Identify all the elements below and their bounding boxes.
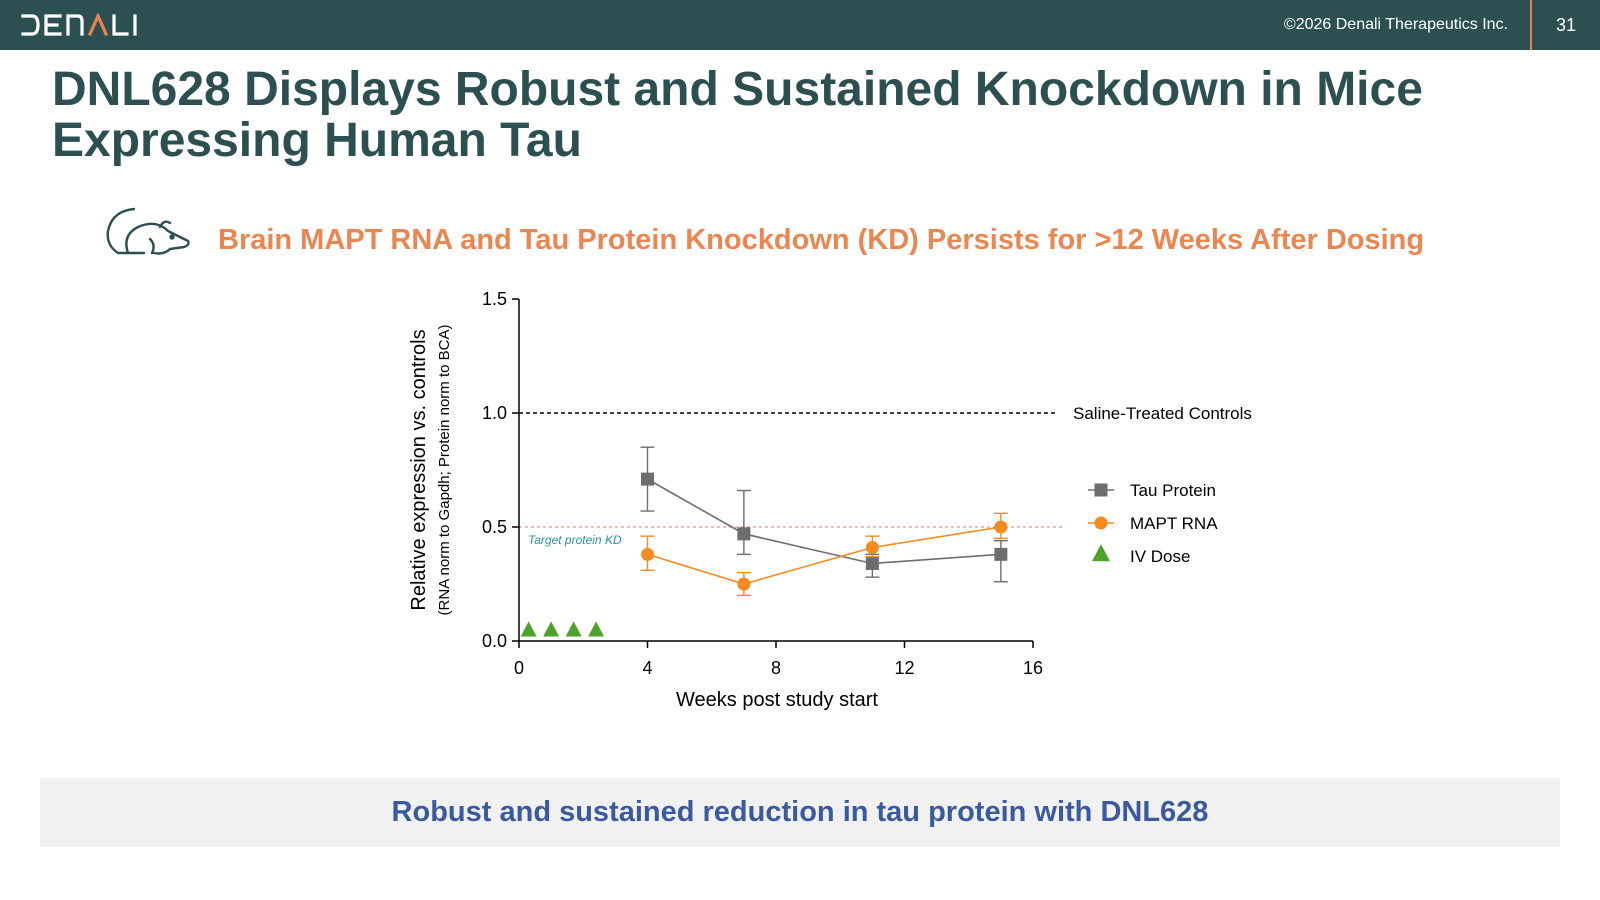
footer-text: Robust and sustained reduction in tau pr…	[391, 796, 1209, 828]
header-divider	[1530, 0, 1532, 50]
x-tick-label: 16	[1023, 658, 1043, 678]
y-axis-sublabel: (RNA norm to Gapdh; Protein norm to BCA)	[436, 325, 453, 616]
tau-protein-line	[647, 478, 1001, 565]
mapt-rna-point	[994, 520, 1008, 534]
mapt-rna-point	[737, 577, 751, 591]
iv-dose-point	[588, 621, 605, 637]
reference-label: Saline-Treated Controls	[1073, 404, 1252, 423]
knockdown-chart: Saline-Treated Controls Target protein KD…	[408, 289, 1252, 711]
chart-subtitle: Brain MAPT RNA and Tau Protein Knockdown…	[218, 224, 1425, 256]
legend-mapt-rna-marker	[1094, 516, 1108, 530]
y-tick-label: 1.5	[482, 289, 507, 309]
tau-protein-point	[994, 547, 1008, 561]
legend-tau-protein-marker	[1094, 483, 1108, 497]
legend-tau-protein-label: Tau Protein	[1130, 481, 1216, 500]
x-tick-label: 4	[642, 658, 652, 678]
tau-protein-point	[641, 472, 654, 486]
y-axis-label: Relative expression vs. controls	[408, 329, 430, 610]
y-tick-label: 0.0	[482, 631, 507, 651]
mouse-icon	[106, 207, 190, 255]
denali-logo	[21, 13, 137, 37]
tau-protein-point	[737, 527, 751, 541]
y-tick-label: 1.0	[482, 403, 507, 423]
y-tick-label: 0.5	[482, 517, 507, 537]
mapt-rna-line	[647, 526, 1002, 585]
x-tick-label: 0	[514, 658, 524, 678]
legend-iv-dose-marker	[1092, 544, 1110, 562]
page-number: 31	[1555, 15, 1577, 35]
mapt-rna-point	[641, 547, 654, 561]
copyright-text: ©2026 Denali Therapeutics Inc.	[1283, 16, 1508, 33]
mapt-rna-point	[865, 541, 879, 555]
top-bar: ©2026 Denali Therapeutics Inc. 31	[0, 0, 1600, 50]
iv-dose-point	[543, 621, 560, 637]
footer-callout: Robust and sustained reduction in tau pr…	[40, 778, 1560, 847]
iv-dose-point	[520, 621, 537, 637]
slide-title: DNL628 Displays Robust and Sustained Kno…	[52, 63, 1423, 167]
iv-dose-point	[565, 621, 582, 637]
x-tick-label: 12	[894, 658, 914, 678]
legend-mapt-rna-label: MAPT RNA	[1130, 514, 1218, 533]
reference-label: Target protein KD	[528, 533, 622, 547]
legend-iv-dose-label: IV Dose	[1130, 547, 1190, 566]
x-axis-label: Weeks post study start	[676, 689, 878, 711]
x-tick-label: 8	[771, 658, 781, 678]
tau-protein-point	[865, 556, 879, 570]
